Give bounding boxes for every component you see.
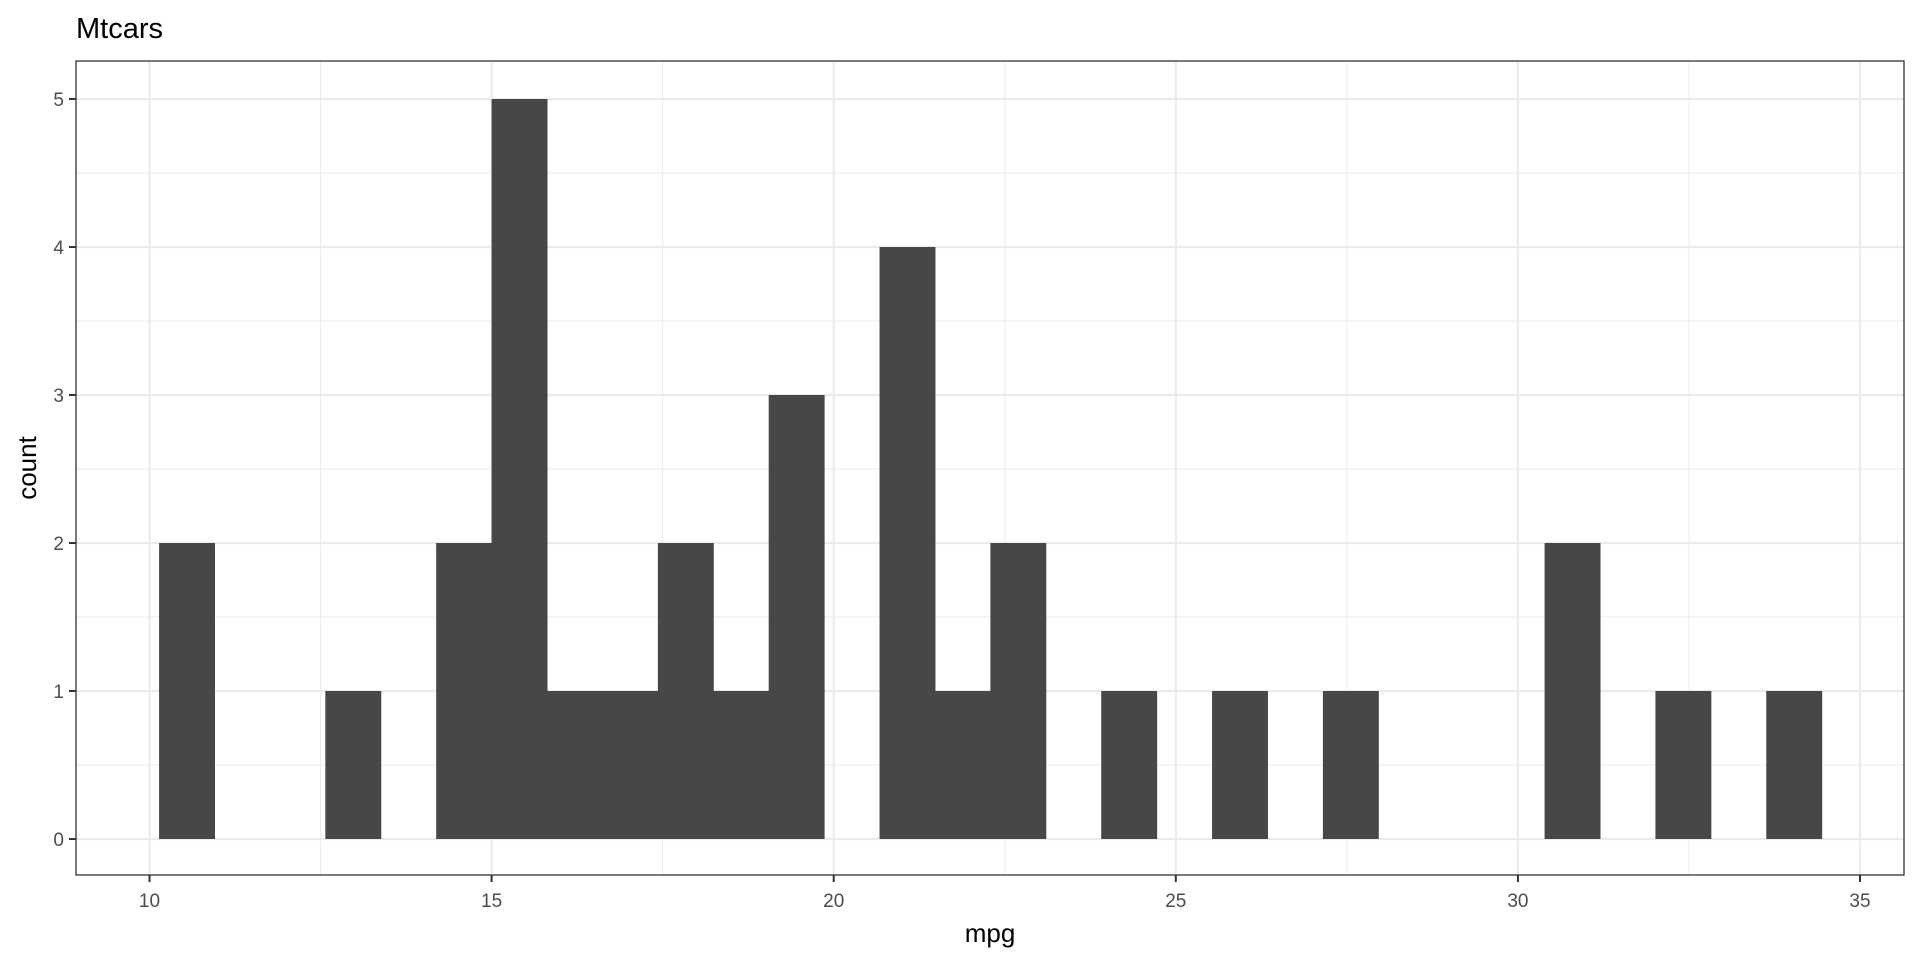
y-tick-label: 4: [53, 238, 64, 259]
histogram-bar: [1544, 543, 1601, 839]
bars: [159, 99, 1823, 839]
x-tick-label: 10: [139, 891, 160, 912]
histogram-bar: [657, 543, 714, 839]
histogram-bar: [602, 691, 659, 839]
histogram-bar: [990, 543, 1047, 839]
histogram-bar: [1766, 691, 1823, 839]
histogram-bar: [934, 691, 991, 839]
y-tick-label: 5: [53, 90, 64, 111]
histogram-bar: [159, 543, 215, 839]
histogram-bar: [1212, 691, 1268, 839]
y-tick-label: 1: [53, 682, 64, 703]
y-tick-label: 3: [53, 386, 64, 407]
x-tick-label: 15: [481, 891, 502, 912]
y-tick-label: 0: [53, 830, 64, 851]
y-axis-label: count: [12, 435, 42, 499]
x-tick-label: 35: [1849, 891, 1870, 912]
histogram-bar: [1655, 691, 1712, 839]
axes: 10 15 20 25 30 35 0 1 2 3 4 5: [53, 90, 1870, 912]
histogram-bar: [713, 691, 770, 839]
panel-border: [75, 60, 1905, 876]
x-tick-label: 30: [1507, 891, 1528, 912]
x-tick-label: 25: [1165, 891, 1186, 912]
histogram-bar: [879, 247, 936, 839]
histogram-bar: [436, 543, 493, 839]
chart-title: Mtcars: [76, 13, 163, 45]
y-tick-label: 2: [53, 534, 64, 555]
histogram-bar: [325, 691, 382, 839]
x-axis-label: mpg: [965, 918, 1016, 948]
histogram-bar: [1322, 691, 1379, 839]
histogram-bar: [491, 99, 548, 839]
x-tick-label: 20: [823, 891, 844, 912]
histogram-bar: [768, 395, 825, 839]
histogram-bar: [1101, 691, 1158, 839]
histogram-bar: [547, 691, 603, 839]
